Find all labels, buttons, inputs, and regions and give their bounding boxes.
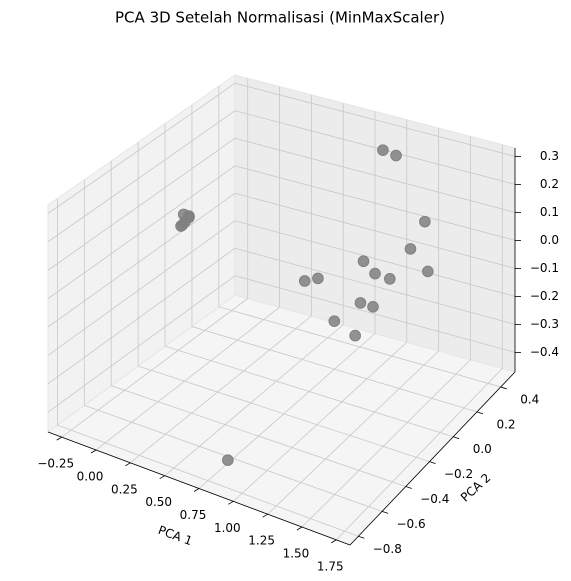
x-tick-label: 0.75 bbox=[180, 508, 207, 522]
grid-line bbox=[47, 192, 516, 328]
x-tick bbox=[193, 488, 200, 492]
point bbox=[419, 215, 431, 228]
x-tick bbox=[125, 462, 131, 467]
point bbox=[354, 297, 367, 309]
x-tick bbox=[90, 449, 97, 454]
x-tick bbox=[228, 500, 234, 505]
x-tick bbox=[159, 475, 165, 480]
chart-title: PCA 3D Setelah Normalisasi (MinMaxScaler… bbox=[115, 9, 445, 27]
point bbox=[390, 149, 402, 162]
x-tick-label: 0.50 bbox=[145, 495, 172, 509]
y-tick-label: −0.4 bbox=[420, 492, 449, 506]
x-tick-label: 1.00 bbox=[214, 521, 241, 535]
z-axis-label: PCA 3 bbox=[569, 234, 571, 269]
y-tick bbox=[381, 511, 389, 514]
grid-line bbox=[47, 247, 516, 385]
grid-line bbox=[335, 144, 503, 541]
grid-line bbox=[198, 111, 376, 489]
grid-line bbox=[83, 179, 383, 512]
y-tick-label: 0.4 bbox=[520, 392, 539, 406]
x-tick-label: 1.75 bbox=[317, 559, 344, 573]
point bbox=[377, 144, 389, 156]
point bbox=[384, 273, 396, 285]
z-tick-label: −0.4 bbox=[530, 345, 559, 359]
grid-line bbox=[130, 94, 312, 464]
y-tick bbox=[358, 535, 365, 539]
y-tick-label: 0.0 bbox=[473, 442, 492, 456]
grid-line bbox=[137, 142, 430, 462]
grid-line bbox=[57, 198, 359, 537]
point bbox=[176, 219, 189, 231]
grid-line bbox=[47, 220, 516, 356]
grid-line bbox=[164, 103, 344, 476]
z-tick-label: 0.3 bbox=[540, 149, 559, 163]
grid-line bbox=[110, 161, 406, 487]
axis-line bbox=[47, 431, 351, 546]
z-tick-label: −0.2 bbox=[530, 289, 559, 303]
point bbox=[422, 265, 434, 278]
grid-line bbox=[191, 104, 478, 413]
x-axis-label: PCA 1 bbox=[156, 523, 194, 548]
grid-line bbox=[233, 119, 408, 502]
grid-line bbox=[61, 78, 249, 438]
x-tick bbox=[262, 513, 268, 518]
x-tick bbox=[296, 526, 303, 531]
z-tick-label: −0.1 bbox=[530, 261, 559, 275]
z-tick-label: −0.3 bbox=[530, 317, 559, 331]
point bbox=[328, 315, 341, 327]
grid-line bbox=[301, 136, 471, 528]
x-tick-label: 0.00 bbox=[77, 469, 104, 483]
y-tick-label: −0.2 bbox=[444, 467, 473, 481]
grid-line bbox=[47, 137, 516, 271]
y-tick bbox=[500, 386, 507, 390]
y-tick bbox=[429, 461, 436, 464]
grid-line bbox=[164, 123, 454, 438]
point bbox=[349, 329, 361, 342]
grid-line bbox=[47, 275, 516, 413]
grid-line bbox=[95, 86, 280, 451]
grid-line bbox=[218, 86, 501, 388]
x-tick-label: 1.25 bbox=[248, 534, 275, 548]
x-tick bbox=[331, 539, 337, 544]
point bbox=[222, 454, 234, 466]
z-tick-label: 0.0 bbox=[540, 233, 559, 247]
z-tick-label: 0.1 bbox=[540, 205, 559, 219]
point bbox=[298, 275, 311, 287]
x-tick bbox=[56, 436, 62, 441]
point bbox=[312, 272, 324, 285]
y-tick bbox=[405, 486, 412, 489]
grid-line bbox=[47, 165, 516, 299]
y-tick-label: 0.2 bbox=[496, 417, 515, 431]
point bbox=[369, 267, 381, 280]
point bbox=[177, 208, 190, 221]
y-tick-label: −0.6 bbox=[396, 517, 425, 531]
y-tick bbox=[453, 436, 460, 440]
point bbox=[404, 243, 417, 255]
y-tick bbox=[476, 411, 484, 415]
z-tick-label: 0.2 bbox=[540, 177, 559, 191]
x-tick-label: −0.25 bbox=[37, 457, 74, 471]
point bbox=[367, 301, 379, 313]
axis-line bbox=[349, 371, 516, 546]
point bbox=[357, 255, 370, 268]
grid-line bbox=[47, 82, 516, 214]
grid-line bbox=[267, 128, 440, 515]
grid-line bbox=[47, 110, 516, 243]
y-tick-label: −0.8 bbox=[373, 542, 402, 556]
x-tick-label: 0.25 bbox=[111, 482, 138, 496]
x-tick-label: 1.50 bbox=[283, 547, 310, 561]
